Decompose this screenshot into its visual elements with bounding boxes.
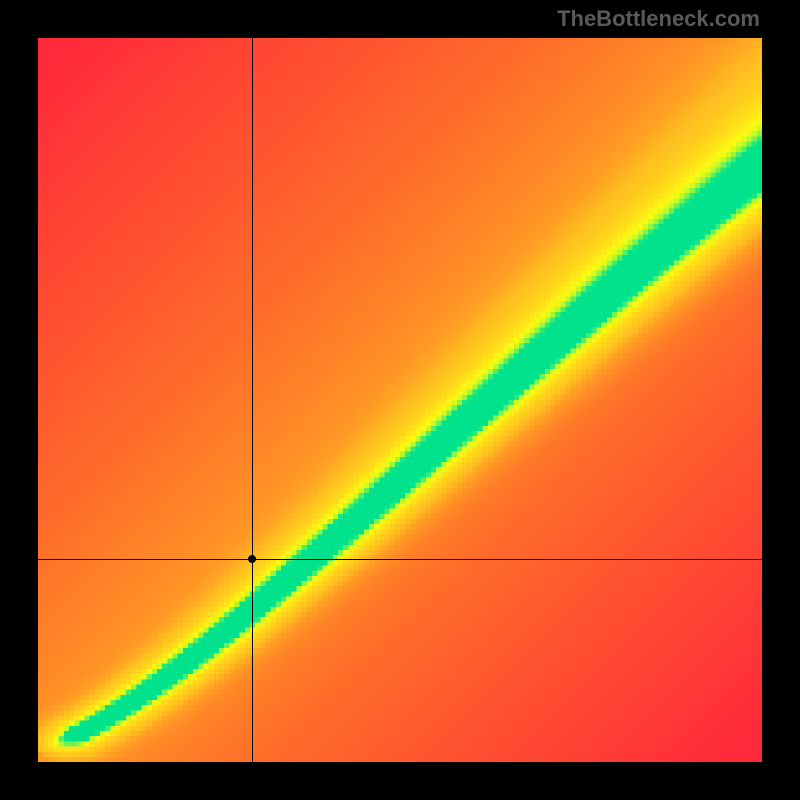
bottleneck-heatmap-plot [38, 38, 762, 762]
heatmap-canvas [38, 38, 762, 762]
crosshair-marker-dot [248, 555, 256, 563]
crosshair-horizontal-line [38, 559, 762, 560]
attribution-text: TheBottleneck.com [557, 6, 760, 32]
crosshair-vertical-line [252, 38, 253, 762]
